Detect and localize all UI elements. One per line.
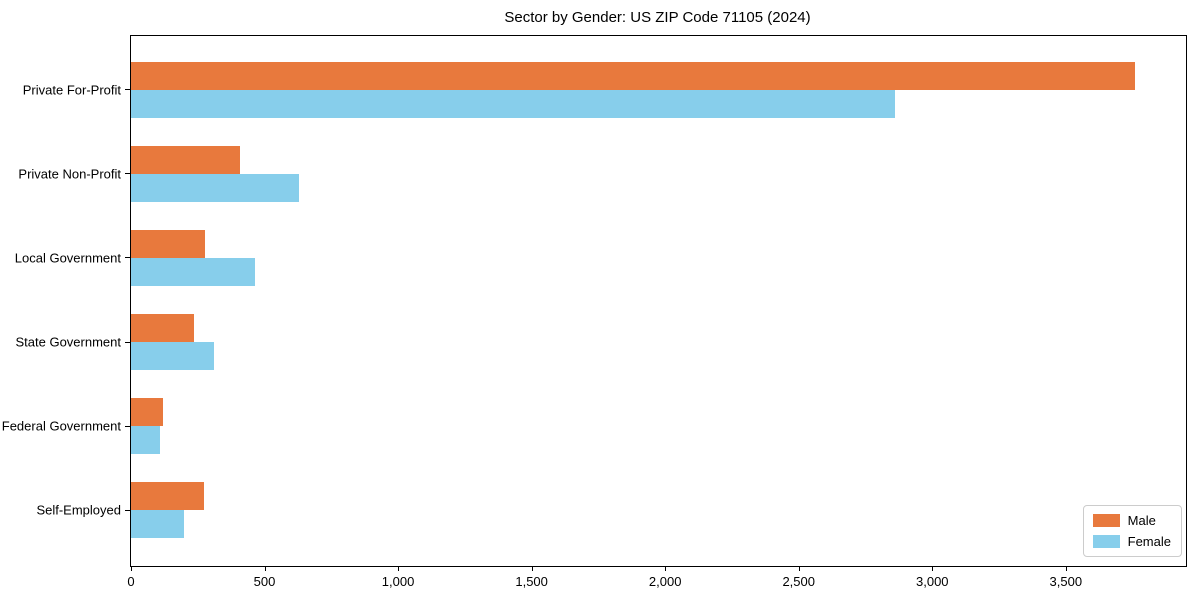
chart-title: Sector by Gender: US ZIP Code 71105 (202… [504,9,811,26]
bar-male-2 [131,145,240,174]
bar-male-4 [131,314,194,342]
legend-item-female: Female [1092,534,1171,549]
y-tick-mark [125,509,130,511]
y-tick-mark [125,173,130,175]
bar-male-5 [131,398,164,427]
bar-male-1 [131,61,1136,90]
y-tick-label: Private For-Profit [22,82,121,98]
bar-female-6 [131,510,184,539]
x-tick-mark [264,567,266,571]
x-tick-label: 3,000 [915,574,949,589]
y-tick-label: Private Non-Profit [18,166,121,182]
x-tick-mark [1065,567,1067,571]
x-tick-label: 0 [127,574,135,589]
legend: Male Female [1082,505,1182,557]
x-tick-label: 1,000 [381,574,415,589]
y-tick-label: Local Government [14,250,121,266]
male-swatch-icon [1092,514,1120,527]
bar-male-6 [131,482,204,511]
bar-female-5 [131,426,160,455]
bar-female-3 [131,257,256,286]
x-tick-label: 2,000 [648,574,682,589]
x-tick-mark [131,567,132,571]
legend-label: Female [1127,534,1171,549]
y-tick-mark [125,341,130,343]
bar-female-2 [131,173,300,202]
bar-male-3 [131,229,205,258]
x-tick-label: 2,500 [782,574,815,589]
x-tick-mark [798,567,800,571]
x-tick-label: 1,500 [515,574,548,589]
bar-female-1 [131,89,895,118]
x-tick-label: 3,500 [1049,574,1083,589]
bar-female-4 [131,342,214,370]
x-tick-mark [932,567,934,571]
y-tick-mark [125,89,130,91]
female-swatch-icon [1092,535,1120,548]
x-tick-mark [398,567,400,571]
legend-item-male: Male [1092,513,1171,528]
x-tick-mark [665,567,667,571]
x-tick-label: 500 [253,574,276,589]
legend-label: Male [1127,513,1156,528]
y-tick-label: Self-Employed [36,502,121,518]
plot-area: Male Female Private For-Profit Private No… [2,35,1187,589]
y-tick-mark [125,257,130,259]
x-tick-mark [531,567,533,571]
y-tick-label: Federal Government [1,418,121,434]
y-tick-mark [125,425,130,427]
y-tick-label: State Government [15,334,122,350]
